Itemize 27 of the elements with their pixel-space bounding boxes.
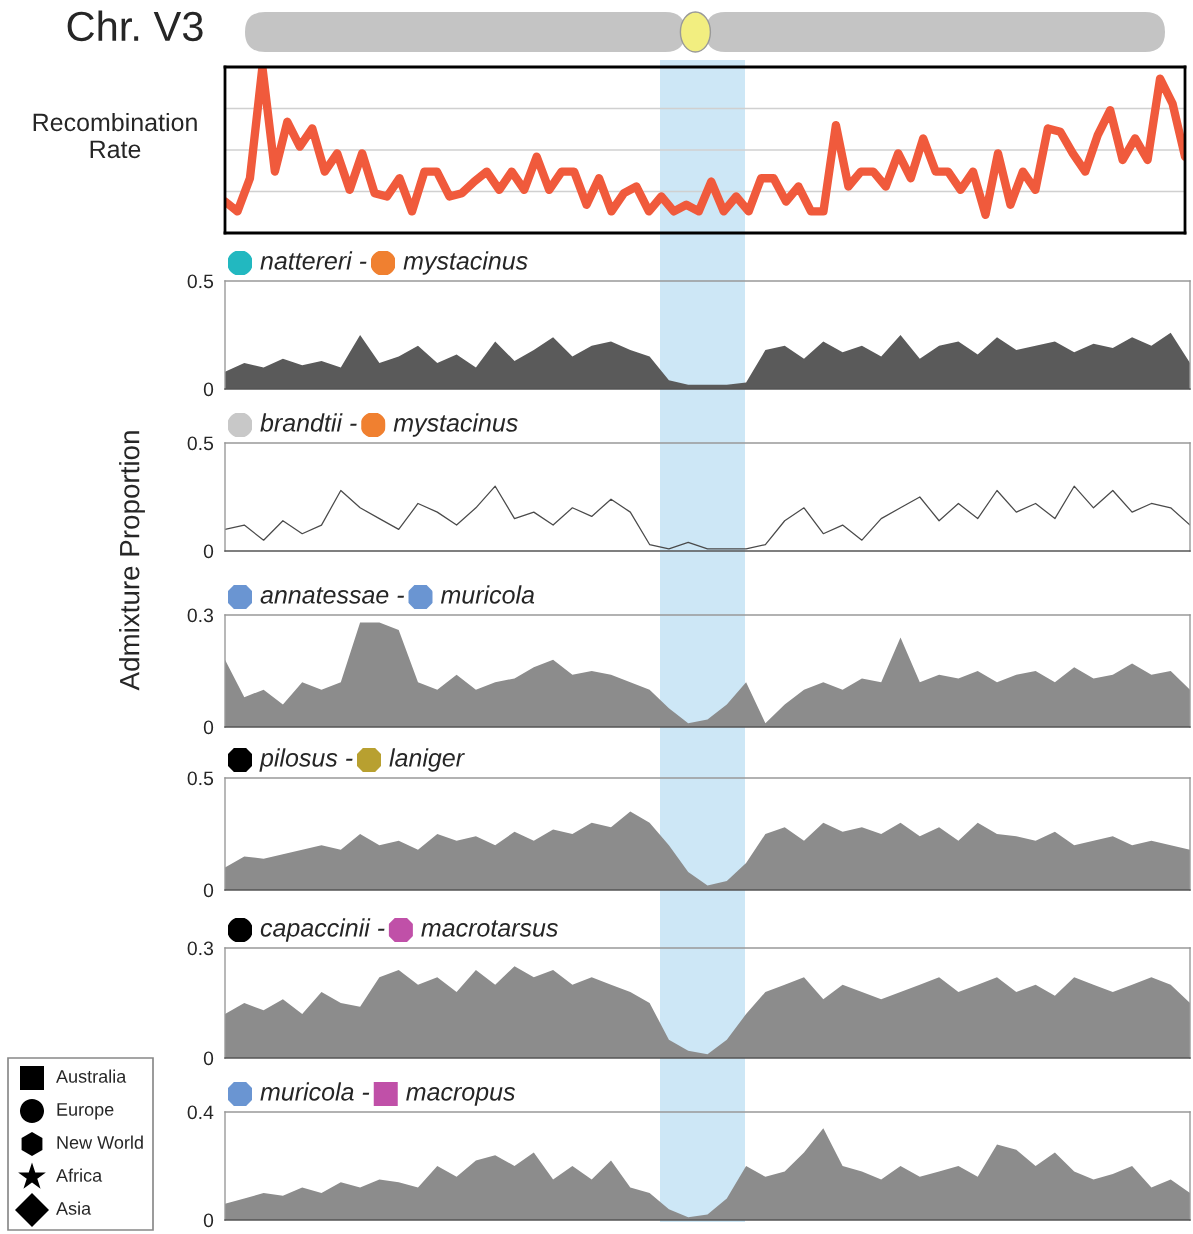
chart-title: nattereri - mystacinus: [260, 251, 528, 275]
text: Asia: [56, 1201, 92, 1215]
y-tick-label: 0: [203, 1213, 214, 1228]
text: Africa: [56, 1168, 103, 1182]
y-tick-label: 0: [203, 720, 214, 735]
y-tick-label: 0: [203, 382, 214, 397]
text: Australia: [56, 1069, 127, 1083]
y-tick-label: 0.3: [187, 941, 214, 956]
line-series: [225, 485, 1190, 550]
text: Europe: [57, 1103, 114, 1120]
chart-title: muricola - macropus: [260, 1082, 515, 1106]
text: New World: [57, 1135, 143, 1149]
chart-title: capaccinii - macrotarsus: [260, 918, 558, 942]
y-tick-label: 0.3: [187, 608, 214, 623]
y-tick-label: 0.5: [187, 436, 214, 451]
y-tick-label: 0: [203, 544, 214, 559]
y-tick-label: 0.4: [187, 1105, 214, 1120]
y-tick-label: 0.5: [187, 274, 214, 289]
chart-title: Chr. V3: [67, 10, 203, 42]
y-tick-label: 0: [203, 1051, 214, 1066]
y-tick-label: 0: [203, 883, 214, 898]
chart-title: annatessae - muricola: [260, 585, 535, 604]
y-tick-label: 0.5: [187, 771, 214, 786]
y-axis-title: Recombination Rate: [33, 112, 197, 159]
chart-title: pilosus - laniger: [259, 748, 465, 772]
y-axis-title: Admixture Proportion: [119, 431, 145, 691]
chart-title: brandtii - mystacinus: [260, 413, 518, 437]
